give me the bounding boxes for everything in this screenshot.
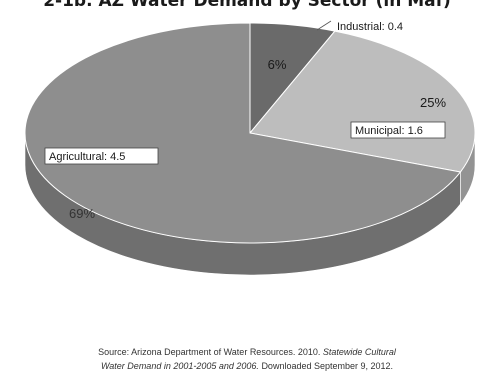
data-label-municipal: Municipal: 1.6 — [355, 125, 423, 137]
pie-labels: 6% Industrial: 0.4 25% Municipal: 1.6 69% Agr… — [44, 20, 446, 221]
data-label-agricultural: Agricultural: 4.5 — [49, 151, 125, 163]
data-label-box-agricultural — [44, 147, 159, 165]
source-line-2: Water Demand in 2001-2005 and 2006. Down… — [0, 361, 494, 371]
percent-label-municipal: 25% — [420, 95, 446, 110]
data-label-box-municipal — [350, 121, 446, 139]
leader-line-industrial — [316, 20, 332, 31]
source-line-1: Source: Arizona Department of Water Reso… — [0, 347, 494, 357]
source-title: Statewide Cultural — [322, 347, 396, 357]
chart-title: 2-1b. AZ Water Demand by Sector (in Maf) — [43, 0, 451, 11]
percent-label-agricultural: 69% — [69, 206, 95, 221]
source-text: Source: Arizona Department of Water Reso… — [98, 347, 321, 357]
data-label-industrial: Industrial: 0.4 — [337, 21, 403, 33]
source-title-cont: Water Demand in 2001-2005 and 2006. — [100, 361, 259, 371]
source-download-date: Downloaded September 9, 2012. — [261, 361, 394, 371]
pie-slice-agricultural — [24, 22, 462, 244]
percent-label-industrial: 6% — [268, 57, 287, 72]
pie-tops — [24, 22, 476, 244]
